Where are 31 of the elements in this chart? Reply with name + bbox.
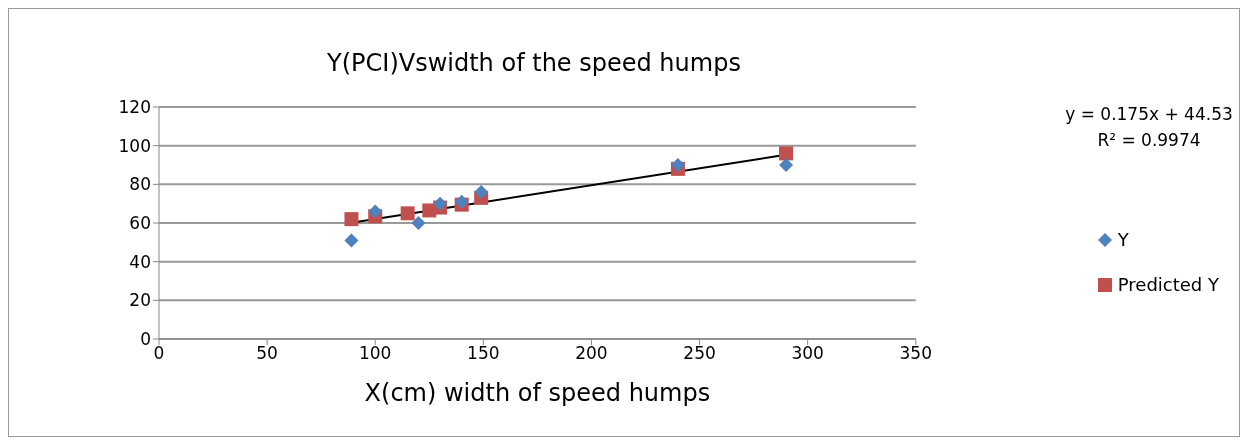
x-tick-label: 350 bbox=[899, 343, 933, 364]
point bbox=[344, 212, 359, 227]
x-tick-label: 0 bbox=[153, 343, 165, 364]
x-tick-label: 250 bbox=[683, 343, 716, 364]
y-tick-label: 100 bbox=[118, 135, 151, 156]
chart-title: Y(PCI)Vswidth of the speed humps bbox=[326, 49, 742, 77]
y-tick-label: 0 bbox=[140, 329, 151, 350]
legend-label: Predicted Y bbox=[1117, 274, 1219, 295]
text: R² = 0.9974 bbox=[1096, 129, 1202, 152]
point bbox=[400, 206, 415, 221]
point bbox=[411, 216, 426, 230]
point bbox=[779, 158, 794, 172]
x-tick-label: 100 bbox=[359, 343, 392, 364]
point bbox=[344, 233, 359, 248]
x-axis-title: X(cm) width of speed humps bbox=[364, 379, 711, 407]
point bbox=[433, 196, 448, 211]
legend-label: Y bbox=[1117, 229, 1129, 250]
y-tick-label: 20 bbox=[129, 290, 151, 311]
y-tick-label: 40 bbox=[129, 251, 151, 272]
x-tick-label: 300 bbox=[791, 343, 824, 364]
point bbox=[474, 185, 489, 200]
y-tick-label: 80 bbox=[129, 174, 151, 195]
point bbox=[670, 158, 685, 172]
point bbox=[779, 146, 794, 161]
x-tick-label: 200 bbox=[575, 343, 608, 364]
text: y = 0.175x + 44.53 bbox=[1064, 103, 1234, 126]
y-tick-label: 60 bbox=[129, 213, 151, 234]
y-tick-label: 120 bbox=[118, 97, 151, 118]
x-tick-label: 150 bbox=[467, 343, 500, 364]
x-tick-label: 50 bbox=[256, 343, 278, 364]
point bbox=[368, 204, 383, 219]
